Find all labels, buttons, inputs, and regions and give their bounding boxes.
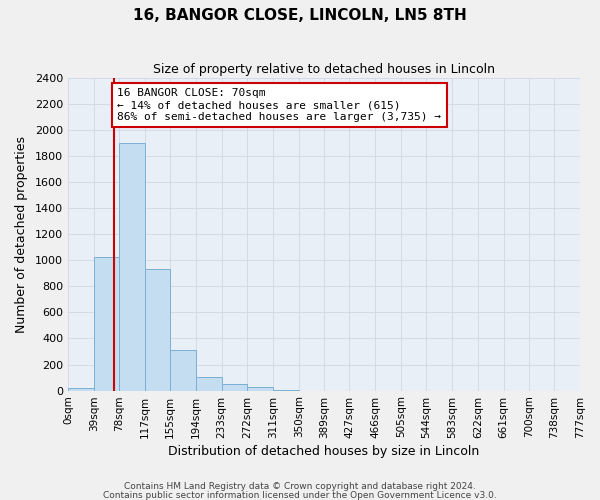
Bar bbox=[196, 377, 221, 390]
Bar bbox=[221, 384, 247, 390]
Bar bbox=[247, 388, 273, 390]
Bar bbox=[145, 270, 170, 390]
Text: Contains HM Land Registry data © Crown copyright and database right 2024.: Contains HM Land Registry data © Crown c… bbox=[124, 482, 476, 491]
Bar bbox=[94, 257, 119, 390]
Text: 16, BANGOR CLOSE, LINCOLN, LN5 8TH: 16, BANGOR CLOSE, LINCOLN, LN5 8TH bbox=[133, 8, 467, 22]
Text: 16 BANGOR CLOSE: 70sqm
← 14% of detached houses are smaller (615)
86% of semi-de: 16 BANGOR CLOSE: 70sqm ← 14% of detached… bbox=[118, 88, 442, 122]
X-axis label: Distribution of detached houses by size in Lincoln: Distribution of detached houses by size … bbox=[169, 444, 479, 458]
Text: Contains public sector information licensed under the Open Government Licence v3: Contains public sector information licen… bbox=[103, 490, 497, 500]
Bar bbox=[68, 388, 94, 390]
Y-axis label: Number of detached properties: Number of detached properties bbox=[15, 136, 28, 333]
Title: Size of property relative to detached houses in Lincoln: Size of property relative to detached ho… bbox=[153, 62, 495, 76]
Bar bbox=[119, 143, 145, 390]
Bar bbox=[170, 350, 196, 391]
